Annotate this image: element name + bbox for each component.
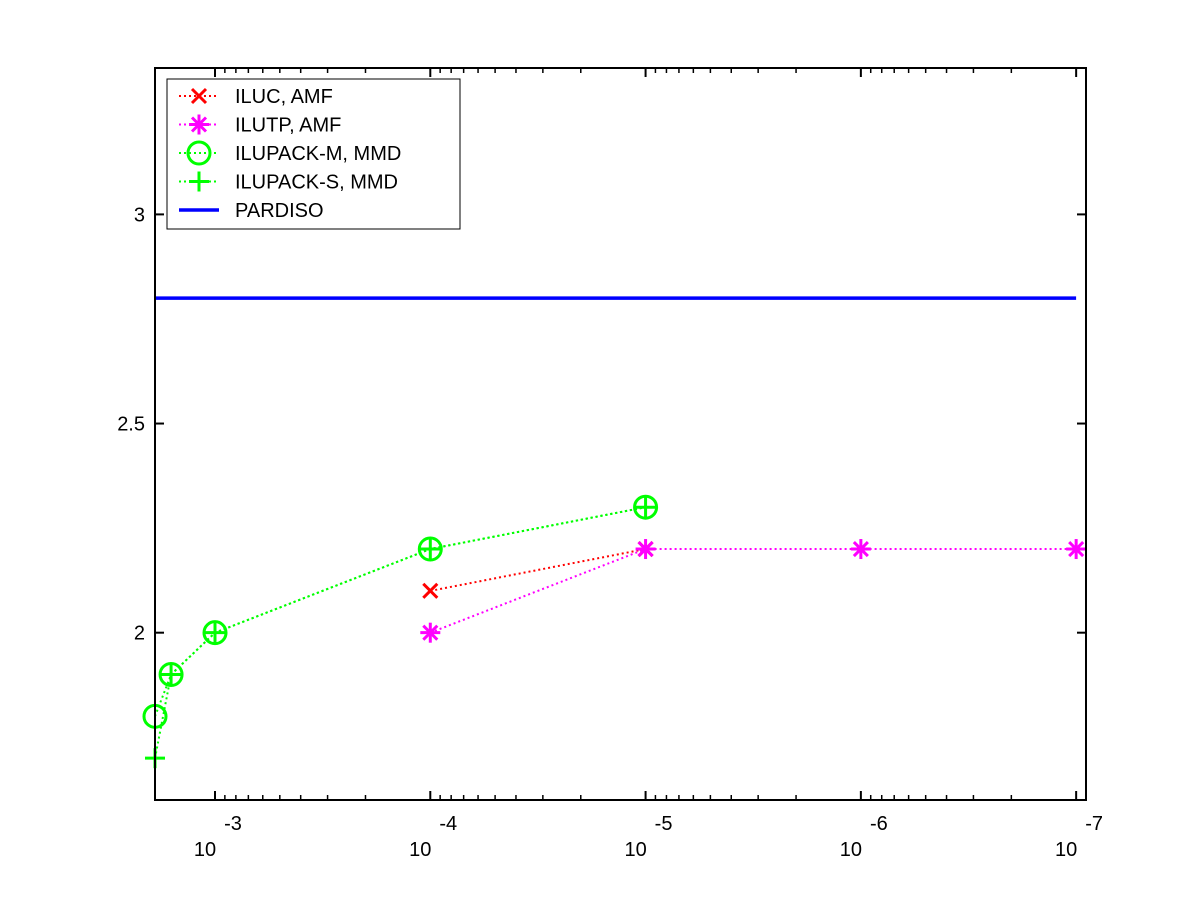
data-point-1-2: [850, 539, 871, 560]
legend-item-2: ILUPACK-M, MMD: [179, 140, 401, 166]
x-tick-label-exp-4: -7: [1085, 813, 1103, 835]
x-tick-label-base-3: 10: [840, 839, 862, 861]
x-tick-label-base-4: 10: [1055, 839, 1077, 861]
x-tick-label-exp-2: -5: [655, 813, 673, 835]
legend-label-4: PARDISO: [235, 200, 324, 222]
data-point-2-4: [633, 494, 659, 520]
series-1: [420, 539, 1087, 643]
data-point-1-0: [420, 622, 441, 643]
data-point-2-3: [417, 536, 443, 562]
data-point-3-1: [161, 664, 182, 685]
y-tick-label-1: 2.5: [117, 414, 145, 436]
legend-item-0: ILUC, AMF: [179, 86, 333, 108]
data-point-3-2: [205, 622, 226, 643]
axes-box: [154, 67, 1087, 801]
legend-marker-0: [190, 87, 208, 105]
x-tick-label-exp-3: -6: [870, 813, 888, 835]
legend-marker-1: [189, 114, 209, 135]
legend-label-1: ILUTP, AMF: [235, 115, 341, 137]
series-line-0: [430, 548, 646, 592]
legend-item-4: PARDISO: [179, 200, 324, 222]
x-tick-label-exp-0: -3: [224, 813, 242, 835]
legend-item-1: ILUTP, AMF: [179, 114, 341, 137]
legend-label-2: ILUPACK-M, MMD: [235, 143, 401, 165]
axes-frame: [154, 67, 1087, 801]
x-tick-label-base-1: 10: [409, 839, 431, 861]
series-line-1: [429, 548, 1077, 634]
data-point-2-1: [158, 662, 184, 688]
x-tick-label-base-0: 10: [194, 839, 216, 861]
ticks: 2 2.5 3 10 -3 10 -4 10 -5 10 -6 10 -7: [117, 68, 1103, 861]
data-point-0-0: [422, 582, 439, 599]
x-tick-label-base-2: 10: [624, 839, 646, 861]
data-point-1-3: [1066, 539, 1087, 560]
x-tick-label-exp-1: -4: [439, 813, 457, 835]
legend-label-0: ILUC, AMF: [235, 86, 333, 108]
y-tick-label-0: 2: [134, 623, 145, 645]
data-point-3-4: [635, 497, 656, 518]
legend-marker-3: [189, 171, 209, 192]
legend-label-3: ILUPACK-S, MMD: [235, 172, 398, 194]
legend: ILUC, AMF ILUTP, AMF ILUPACK-M, MMD ILUPACK…: [166, 78, 461, 230]
data-point-2-2: [202, 620, 228, 646]
legend-marker-2: [186, 140, 212, 166]
data-point-1-1: [635, 539, 656, 560]
data-point-3-3: [420, 539, 441, 560]
plot-marks: [142, 296, 1087, 769]
y-tick-label-2: 3: [134, 204, 145, 226]
legend-item-3: ILUPACK-S, MMD: [179, 171, 398, 194]
